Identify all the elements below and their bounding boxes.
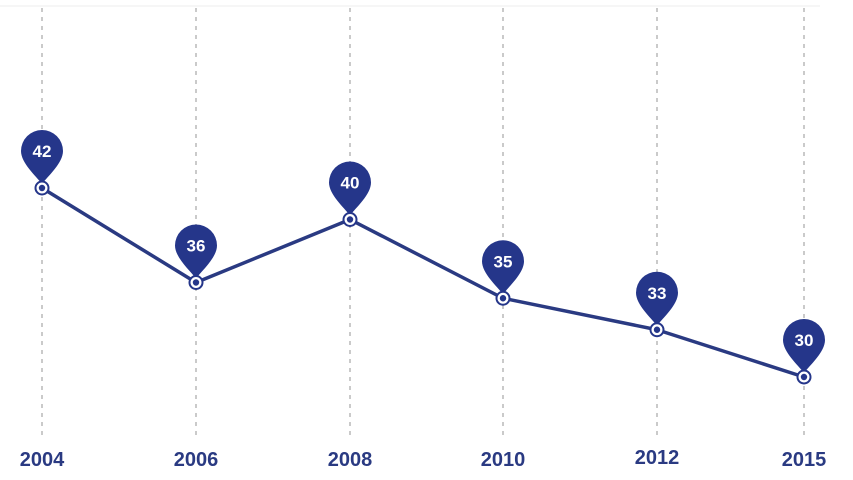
pin-marker xyxy=(482,240,524,295)
x-axis: 2004 2006 2008 2010 2012 2015 xyxy=(20,447,827,471)
data-label: 36 xyxy=(187,237,206,256)
pin-marker xyxy=(175,224,217,279)
pin-marker xyxy=(635,271,679,326)
data-point-2004: 42 xyxy=(21,130,63,196)
x-tick-label: 2015 xyxy=(782,449,827,471)
data-point-2015: 30 xyxy=(783,319,825,385)
x-tick-label: 2010 xyxy=(481,449,526,471)
grid-lines xyxy=(41,8,805,438)
series-layer xyxy=(40,186,806,379)
data-point-2008: 40 xyxy=(329,161,371,227)
x-tick-label: 2012 xyxy=(635,447,680,469)
point-marker-center xyxy=(499,295,507,302)
data-label: 35 xyxy=(494,252,513,271)
data-point-2010: 35 xyxy=(482,240,524,306)
pin-marker xyxy=(783,319,825,373)
data-label: 33 xyxy=(648,284,667,303)
point-marker-center xyxy=(38,184,46,192)
point-marker-center xyxy=(192,279,200,286)
data-label: 40 xyxy=(341,174,360,193)
data-label: 30 xyxy=(795,331,814,350)
data-label: 42 xyxy=(33,142,52,161)
point-marker-center xyxy=(346,216,354,223)
data-point-2006: 36 xyxy=(175,224,217,290)
x-tick-label: 2006 xyxy=(174,449,219,471)
point-marker-center xyxy=(653,326,661,333)
points-layer: 42 36 40 35 33 30 xyxy=(21,130,825,385)
series-line xyxy=(40,186,806,379)
pin-marker xyxy=(329,161,371,216)
x-tick-label: 2008 xyxy=(328,449,373,471)
x-tick-label: 2004 xyxy=(20,449,65,471)
pin-marker xyxy=(21,130,63,184)
point-marker-center xyxy=(800,373,808,381)
data-point-2012: 33 xyxy=(635,271,679,338)
